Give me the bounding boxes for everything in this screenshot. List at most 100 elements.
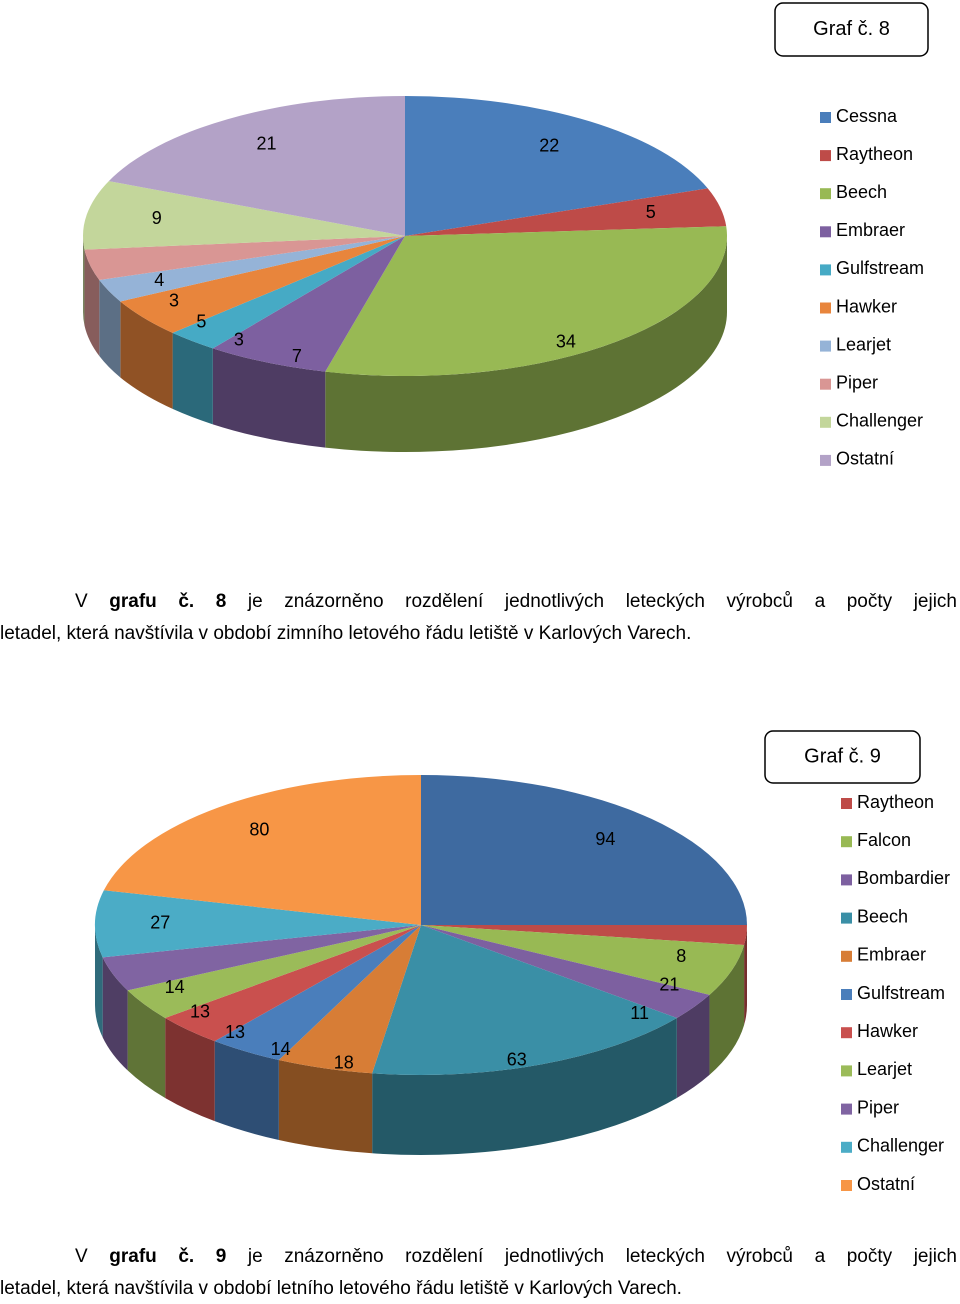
data-label: 27 [150,913,170,933]
legend-swatch [820,340,831,352]
legend-label: Gulfstream [857,983,945,1003]
legend-label: Embraer [836,220,905,240]
data-label: 8 [676,946,686,966]
slice [120,236,405,333]
data-label: 34 [556,331,576,351]
legend-swatch [820,378,831,390]
data-label: 13 [190,1001,210,1021]
data-label: 18 [334,1052,354,1072]
slice-side [102,957,128,1071]
legend-label: Gulfstream [836,258,924,278]
legend-swatch [820,188,831,200]
data-label: 5 [646,202,656,222]
slice-side [214,1041,279,1140]
legend-label: Beech [857,906,908,926]
slice [421,925,745,995]
data-label: 11 [630,1003,649,1023]
legend-swatch [841,912,852,924]
slice [421,775,747,925]
legend-swatch [841,1065,852,1077]
caption-line: V grafu č. 8 je znázorněno rozdělení jed… [0,586,957,618]
legend-label: Challenger [836,411,923,431]
slice [102,925,421,991]
legend-swatch [841,874,852,886]
legend-label: Beech [836,182,887,202]
slice [172,236,405,349]
text: je znázorněno rozdělení jednotlivých let… [226,591,957,612]
data-label: 9 [152,208,162,228]
legend-label: Learjet [836,334,891,354]
slice [421,925,747,945]
slice [82,181,406,250]
legend-swatch [841,798,852,809]
slice-side [744,925,747,1025]
title-box [774,2,929,57]
slice [127,925,421,1018]
data-label: 5 [196,311,206,331]
slice-side [212,348,326,448]
slice [214,925,421,1060]
legend-swatch [841,1180,852,1191]
slice [99,236,405,302]
title-box [764,730,921,784]
legend-swatch [820,150,831,162]
data-label: 21 [659,974,679,994]
text: V [75,1246,110,1267]
legend-label: Bombardier [857,868,950,888]
caption: V grafu č. 8 je znázorněno rozdělení jed… [0,586,957,650]
legend-label: Challenger [857,1136,944,1156]
legend-swatch [841,950,852,962]
legend-label: Embraer [857,945,926,965]
data-label: 21 [257,134,277,154]
slice-side [709,944,745,1075]
legend-swatch [841,836,852,848]
caption-line: V grafu č. 9 je znázorněno rozdělení jed… [0,1241,957,1273]
slice-side [325,236,728,453]
legend-swatch [820,454,831,466]
legend-label: Raytheon [857,792,934,812]
legend-swatch [820,302,831,314]
legend-swatch [841,1141,852,1153]
legend-label: Cessna [836,106,898,126]
slice-side [95,925,103,1038]
data-label: 7 [292,346,302,366]
slice-side [372,1017,677,1156]
slice [421,925,710,1018]
bold-text: grafu č. 8 [109,591,227,612]
data-label: 3 [169,290,179,310]
data-label: 4 [154,270,164,290]
slice-side [127,990,166,1098]
slice-side [84,249,100,357]
slice [94,890,421,958]
slice-side [172,332,213,425]
slice [405,96,708,236]
legend-label: Ostatní [857,1174,915,1194]
legend-swatch [820,416,831,428]
slice [325,226,727,376]
legend-label: Hawker [836,296,897,316]
slice [108,95,406,236]
slice-side [676,994,710,1098]
data-label: 14 [165,977,185,997]
caption-line: letadel, která navštívila v období letní… [0,1278,682,1299]
caption: V grafu č. 9 je znázorněno rozdělení jed… [0,1241,957,1304]
legend-label: Hawker [857,1021,918,1041]
slice-side [165,1017,215,1122]
legend-swatch [820,112,831,123]
data-label: 94 [595,829,615,849]
legend-label: Ostatní [836,449,894,469]
slice [165,925,421,1042]
legend-swatch [820,264,831,276]
slice-side [120,301,173,409]
legend-label: Raytheon [836,144,913,164]
legend-swatch [841,989,852,1000]
slice [405,188,727,236]
data-label: 22 [539,135,559,155]
slice [103,775,421,925]
data-label: 80 [249,820,269,840]
legend-swatch [841,1027,852,1039]
legend-label: Falcon [857,830,911,850]
slice [278,925,421,1074]
